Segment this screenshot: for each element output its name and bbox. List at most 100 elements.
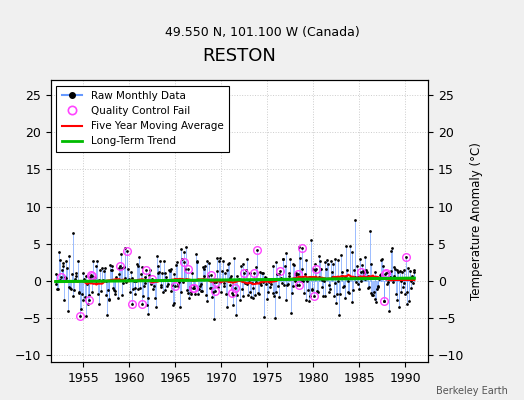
Point [225,260,233,266]
Point [207,285,215,292]
Point [282,297,291,303]
Point [137,270,145,277]
Point [84,292,93,298]
Point [265,284,274,290]
Point [90,276,98,283]
Point [366,261,375,267]
Point [163,281,172,288]
Point [366,228,374,234]
Point [292,272,301,278]
Point [175,278,183,285]
Point [70,286,78,293]
Point [225,275,234,282]
Point [191,290,199,297]
Point [378,256,386,262]
Point [396,288,405,295]
Point [251,292,259,298]
Point [320,278,328,284]
Point [386,274,394,280]
Point [123,248,131,254]
Point [330,292,338,299]
Point [93,258,101,264]
Point [339,284,347,290]
Point [181,266,189,272]
Point [141,280,149,286]
Point [369,288,378,295]
Point [311,260,320,267]
Point [170,270,178,277]
Point [409,268,418,275]
Point [406,268,414,274]
Point [129,286,137,292]
Point [369,292,377,298]
Point [122,279,130,286]
Point [178,256,187,262]
Point [220,283,228,290]
Point [281,263,289,270]
Point [226,282,235,288]
Point [232,292,241,298]
Point [408,273,416,280]
Point [321,259,330,266]
Point [99,278,107,284]
Point [205,285,214,292]
Point [385,308,393,314]
Point [89,258,97,264]
Point [342,243,351,250]
Point [406,278,414,284]
Point [217,289,225,296]
Point [323,261,332,268]
Point [204,273,212,279]
Point [68,230,77,236]
Point [313,289,322,296]
Point [271,259,280,266]
Point [281,250,290,256]
Point [203,257,212,264]
Point [397,278,406,284]
Point [273,270,281,277]
Point [247,294,255,301]
Point [54,249,63,255]
Point [176,304,184,311]
Point [274,282,282,289]
Point [172,259,181,265]
Point [211,288,219,294]
Point [325,289,333,295]
Point [139,292,147,299]
Point [192,259,201,265]
Point [57,274,66,280]
Point [288,290,296,296]
Point [389,279,397,285]
Point [371,268,379,275]
Point [164,277,172,284]
Point [130,291,139,298]
Point [161,287,169,293]
Point [296,255,304,261]
Point [227,273,235,280]
Point [136,285,144,292]
Point [298,266,306,272]
Point [73,278,81,284]
Point [381,271,389,277]
Point [379,262,387,269]
Point [187,289,195,296]
Point [171,282,179,289]
Point [234,276,242,283]
Point [373,286,381,292]
Point [91,278,100,284]
Point [384,269,392,275]
Point [268,275,276,282]
Point [390,273,399,280]
Point [403,288,412,295]
Point [81,273,90,279]
Point [119,264,128,270]
Point [331,280,339,286]
Point [329,260,337,267]
Point [372,299,380,305]
Point [395,304,403,310]
Point [269,263,278,269]
Point [289,260,298,267]
Point [341,295,350,301]
Point [51,281,60,287]
Point [104,296,113,302]
